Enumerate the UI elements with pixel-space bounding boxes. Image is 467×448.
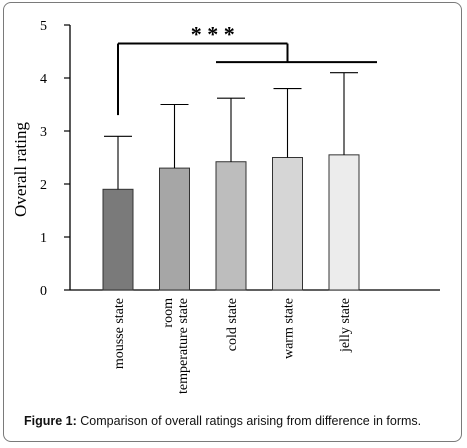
x-tick-label: roomtemperature state	[161, 298, 191, 394]
x-tick-label-line: jelly state	[338, 298, 353, 353]
bar	[272, 157, 303, 291]
x-tick-label-line: warm state	[282, 298, 297, 359]
y-tick-label: 0	[40, 284, 47, 299]
caption-text: Comparison of overall ratings arising fr…	[76, 414, 422, 428]
figure-caption: Figure 1: Comparison of overall ratings …	[24, 414, 454, 428]
y-tick-label: 2	[40, 178, 47, 193]
bar	[328, 154, 360, 291]
bar	[159, 167, 190, 291]
bar	[215, 161, 247, 291]
y-tick-label: 1	[40, 231, 47, 246]
x-tick-label-line: mousse state	[112, 298, 127, 369]
x-tick-label: cold state	[225, 298, 240, 351]
y-axis-title: Overall rating	[11, 122, 30, 217]
bar	[102, 188, 134, 291]
x-tick-label-line: room	[161, 298, 176, 328]
x-tick-label-line: cold state	[225, 298, 240, 351]
x-tick-label: jelly state	[338, 298, 353, 353]
x-tick-label: warm state	[282, 298, 297, 359]
y-tick-label: 4	[40, 72, 47, 87]
bar-chart: 0 1 2 3 4 5 Overall rating mousse state roomtemp…	[11, 19, 440, 394]
x-tick-label-line: temperature state	[176, 298, 191, 394]
caption-label: Figure 1:	[24, 414, 77, 428]
significance-label: * * *	[191, 22, 235, 47]
y-tick-label: 3	[40, 125, 47, 140]
y-tick-label: 5	[40, 19, 47, 34]
x-tick-label: mousse state	[112, 298, 127, 369]
